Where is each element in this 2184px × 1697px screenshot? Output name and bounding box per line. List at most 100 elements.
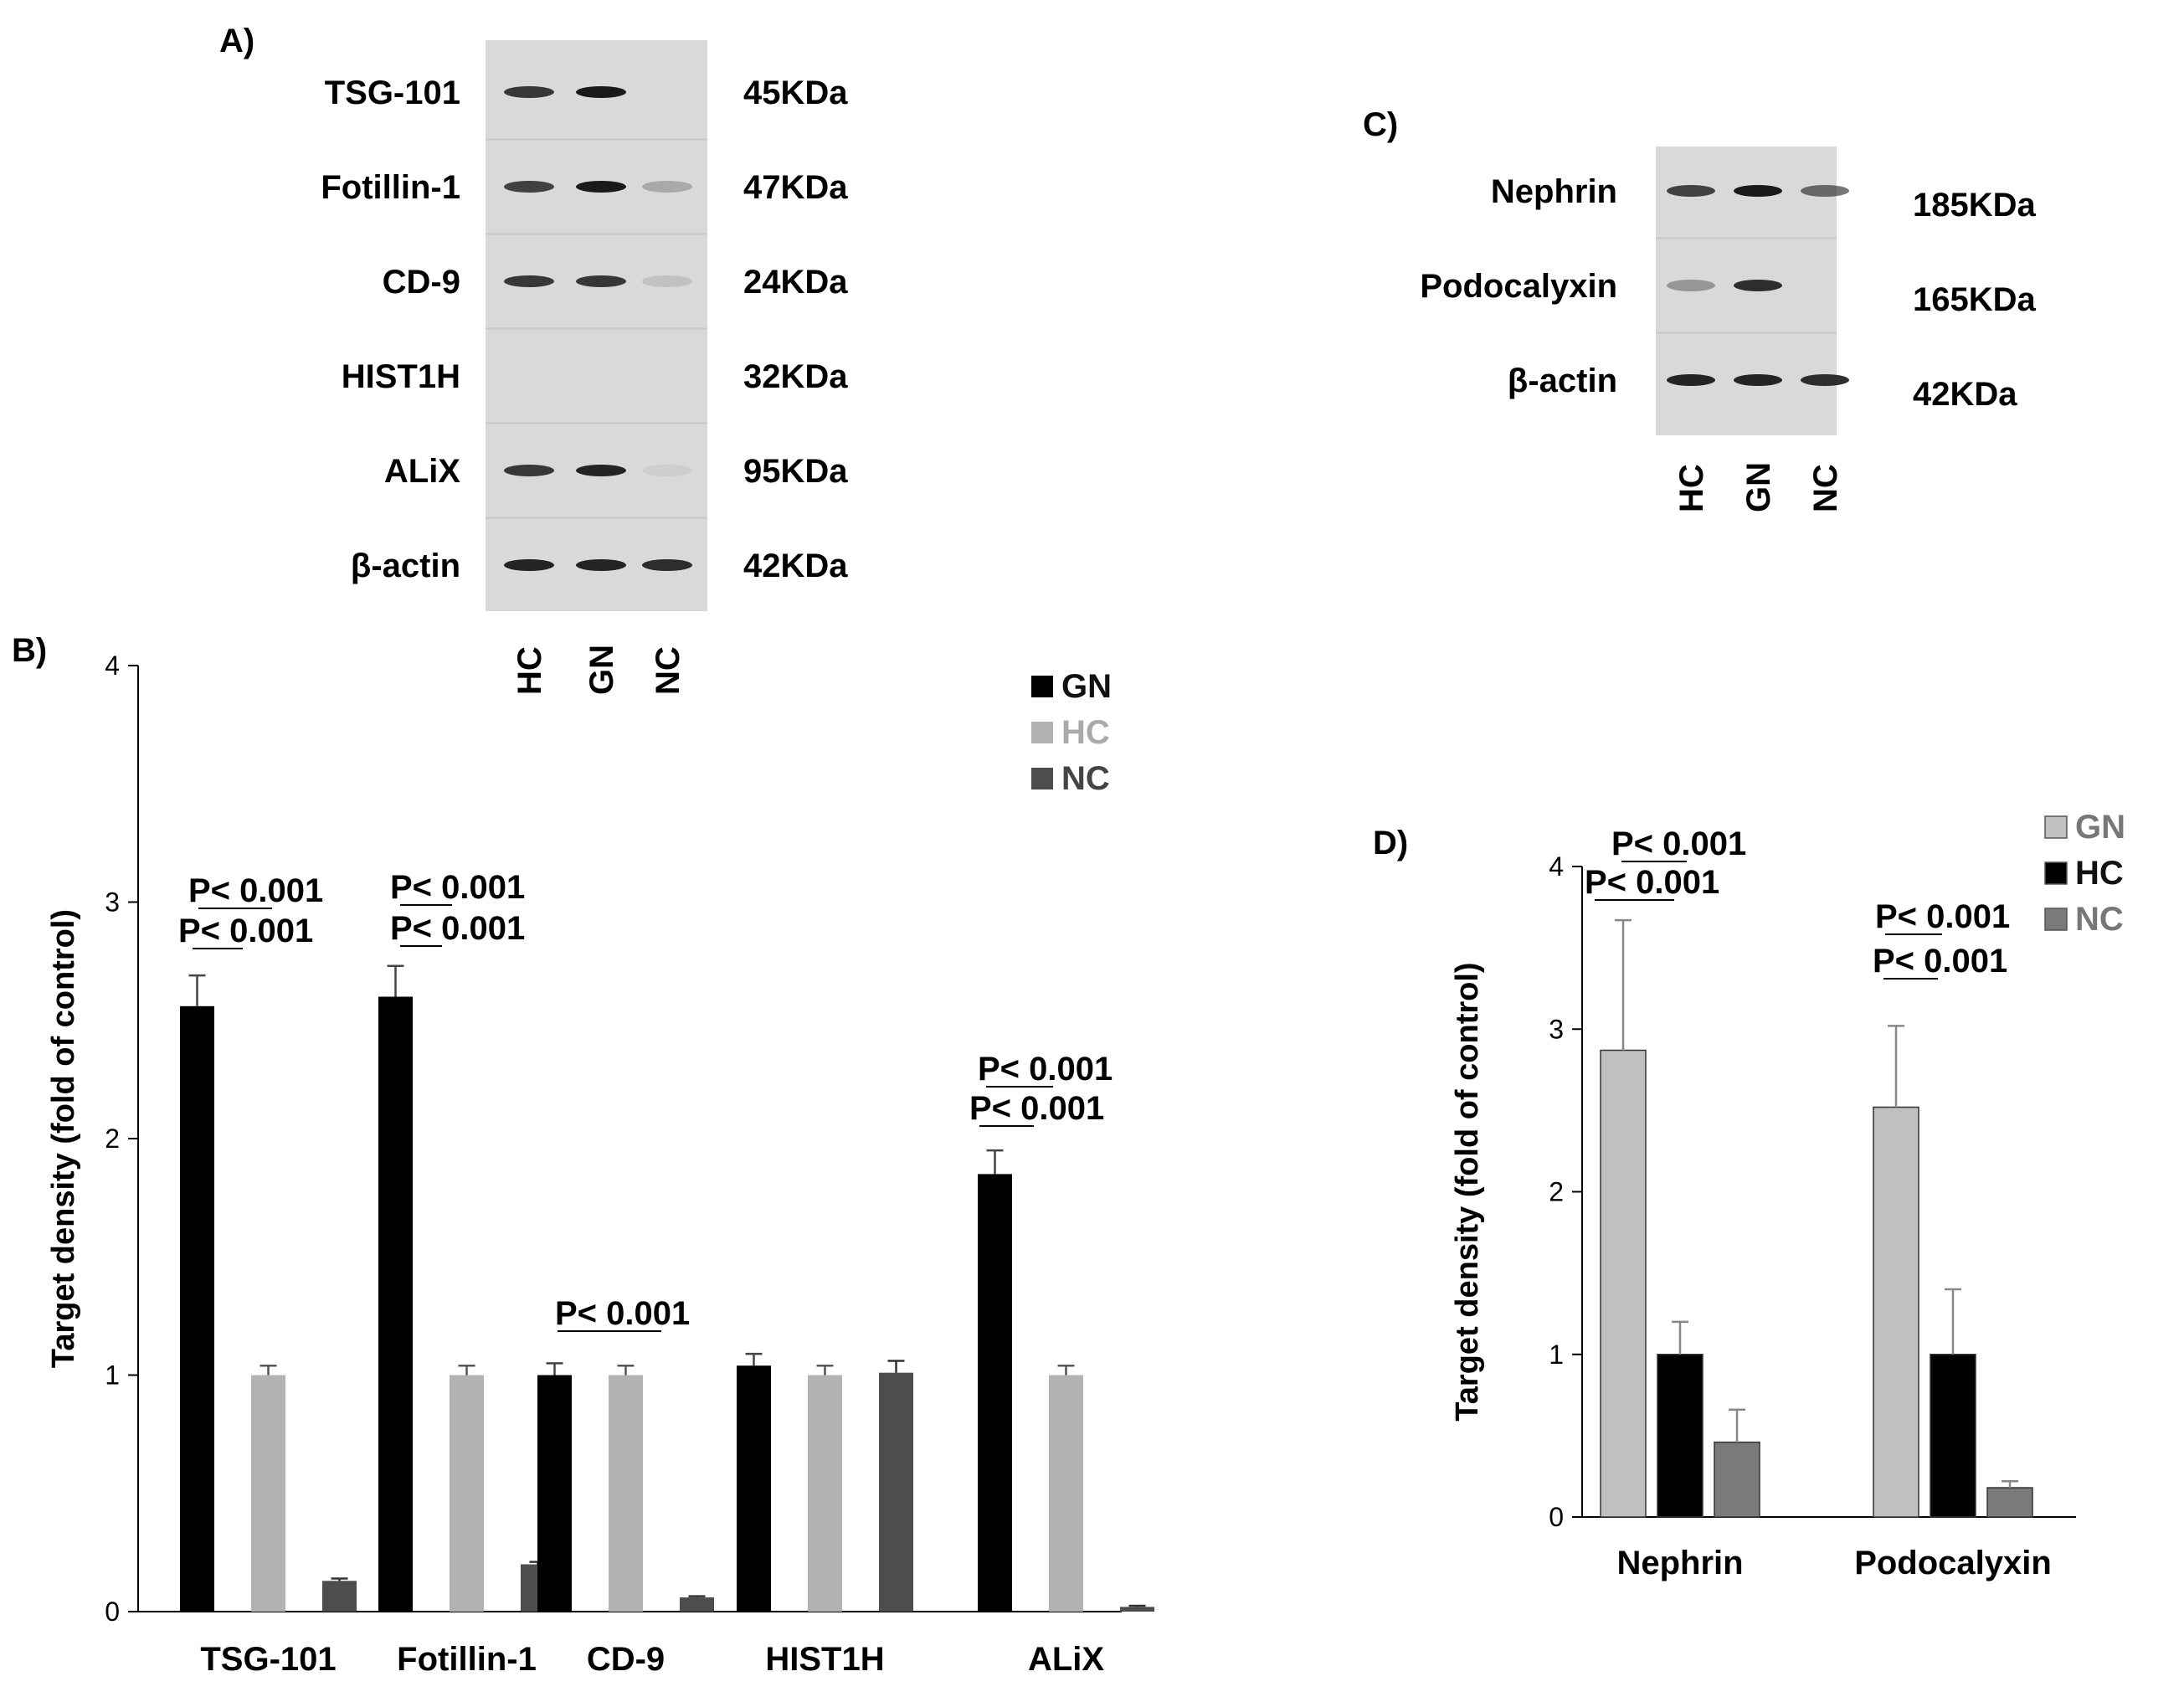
legend-label: HC <box>1061 714 1110 751</box>
blot-band <box>576 275 626 287</box>
blot-lane-label: HC <box>1673 464 1710 512</box>
panel-d: D) 0 1 2 3 4 Target density (fold of control)… <box>1373 809 2125 1581</box>
legend-label: NC <box>1061 760 1110 797</box>
blot-band <box>504 86 554 98</box>
panel-d-letter: D) <box>1373 825 1408 861</box>
panel-b-letter: B) <box>12 632 47 669</box>
significance-label: P< 0.001 <box>390 910 525 947</box>
bar-nc <box>879 1372 913 1612</box>
bar-hc <box>609 1375 643 1612</box>
blot-a-membrane <box>486 40 707 611</box>
blot-a-labels: TSG-101 45KDa Fotillin-1 47KDa CD-9 24KDa HIST… <box>321 75 848 695</box>
bar-nc <box>1986 1487 2033 1518</box>
bar-nc <box>1714 1441 1760 1518</box>
bar-gn <box>1600 1049 1647 1518</box>
legend-label: NC <box>2075 901 2124 938</box>
chart-d: 0 1 2 3 4 Target density (fold of control) Nep… <box>1450 809 2125 1581</box>
significance-label: P< 0.001 <box>978 1051 1113 1088</box>
significance-label: P< 0.001 <box>1873 943 2007 980</box>
y-tick-label: 0 <box>1549 1502 1564 1532</box>
blot-protein-label: Fotillin-1 <box>321 169 460 206</box>
bar-hc <box>251 1375 285 1612</box>
y-tick-label: 4 <box>1549 851 1564 882</box>
y-tick-label: 2 <box>105 1124 120 1154</box>
bar-gn <box>180 1005 214 1612</box>
y-tick-label: 3 <box>105 887 120 918</box>
bar-hc <box>808 1375 842 1612</box>
blot-band <box>504 465 554 476</box>
x-category-label: Nephrin <box>1616 1545 1743 1581</box>
blot-protein-label: CD-9 <box>383 264 460 301</box>
legend-swatch-gn <box>2044 815 2068 839</box>
blot-protein-label: β-actin <box>1508 363 1617 399</box>
y-axis-label: Target density (fold of control) <box>46 909 81 1368</box>
blot-band <box>1801 185 1849 197</box>
legend-label: GN <box>1061 668 1112 705</box>
blot-band <box>576 559 626 571</box>
blot-size-label: 32KDa <box>743 358 848 395</box>
blot-band <box>576 465 626 476</box>
bar-gn <box>737 1365 771 1612</box>
bar-gn <box>1873 1106 1919 1518</box>
legend-label: GN <box>2075 809 2125 846</box>
bar-gn <box>537 1375 572 1612</box>
blot-protein-label: TSG-101 <box>325 75 460 111</box>
legend-swatch-hc <box>2044 861 2068 885</box>
blot-size-label: 47KDa <box>743 169 848 206</box>
blot-protein-label: β-actin <box>351 548 460 584</box>
panel-b: B) 0 1 2 3 4 Target density (fold of control)… <box>12 632 1154 1678</box>
significance-label: P< 0.001 <box>969 1090 1104 1127</box>
blot-lane-label: GN <box>1740 462 1777 512</box>
x-category-label: HIST1H <box>765 1641 884 1678</box>
blot-lane-label: NC <box>650 646 686 695</box>
blot-band <box>1734 185 1782 197</box>
chart-b: 0 1 2 3 4 Target density (fold of control) TSG… <box>46 651 1154 1678</box>
y-tick-label: 1 <box>1549 1340 1564 1370</box>
y-tick-label: 4 <box>105 651 120 681</box>
blot-band <box>576 181 626 193</box>
bar-gn <box>378 996 413 1612</box>
bar-nc <box>680 1597 714 1612</box>
significance-label: P< 0.001 <box>178 913 313 949</box>
blot-size-label: 185KDa <box>1913 187 2037 224</box>
blot-size-label: 165KDa <box>1913 281 2037 318</box>
y-tick-label: 0 <box>105 1597 120 1627</box>
blot-lane-label: NC <box>1807 464 1844 512</box>
bar-hc <box>1049 1375 1083 1612</box>
blot-protein-label: HIST1H <box>342 358 460 395</box>
bar-nc <box>1120 1607 1154 1612</box>
x-category-label: TSG-101 <box>200 1641 336 1678</box>
legend-swatch-nc <box>2044 908 2068 931</box>
significance-label: P< 0.001 <box>1611 825 1746 862</box>
bar-nc <box>322 1581 357 1612</box>
blot-protein-label: Nephrin <box>1491 173 1617 210</box>
panel-c-letter: C) <box>1363 106 1398 143</box>
blot-band <box>504 275 554 287</box>
x-category-label: Podocalyxin <box>1854 1545 2052 1581</box>
blot-band <box>576 86 626 98</box>
legend-label: HC <box>2075 855 2124 892</box>
blot-lane-label: HC <box>511 646 548 695</box>
blot-band <box>504 181 554 193</box>
blot-a-bands <box>486 86 707 571</box>
significance-label: P< 0.001 <box>1875 898 2010 935</box>
blot-protein-label: ALiX <box>384 453 460 490</box>
blot-band <box>1734 280 1782 291</box>
significance-label: P< 0.001 <box>188 872 323 909</box>
significance-label: P< 0.001 <box>390 869 525 906</box>
panel-c: C) Nephrin 185KDa Podocalyxin 165KDa β-actin… <box>1363 106 2037 512</box>
blot-band <box>642 275 692 287</box>
panel-a: A) TSG-101 45KDa Fotillin-1 47KDa CD-9 24KDa H… <box>219 23 848 695</box>
blot-band <box>1667 374 1715 386</box>
bar-gn <box>978 1174 1012 1612</box>
bar-hc <box>450 1375 484 1612</box>
blot-band <box>1667 185 1715 197</box>
significance-label: P< 0.001 <box>1585 864 1719 901</box>
blot-c-bands <box>1656 185 1849 386</box>
blot-size-label: 24KDa <box>743 264 848 301</box>
bar-hc <box>1657 1354 1704 1518</box>
legend-swatch-gn <box>1031 676 1053 697</box>
blot-band <box>504 559 554 571</box>
blot-band <box>1734 374 1782 386</box>
